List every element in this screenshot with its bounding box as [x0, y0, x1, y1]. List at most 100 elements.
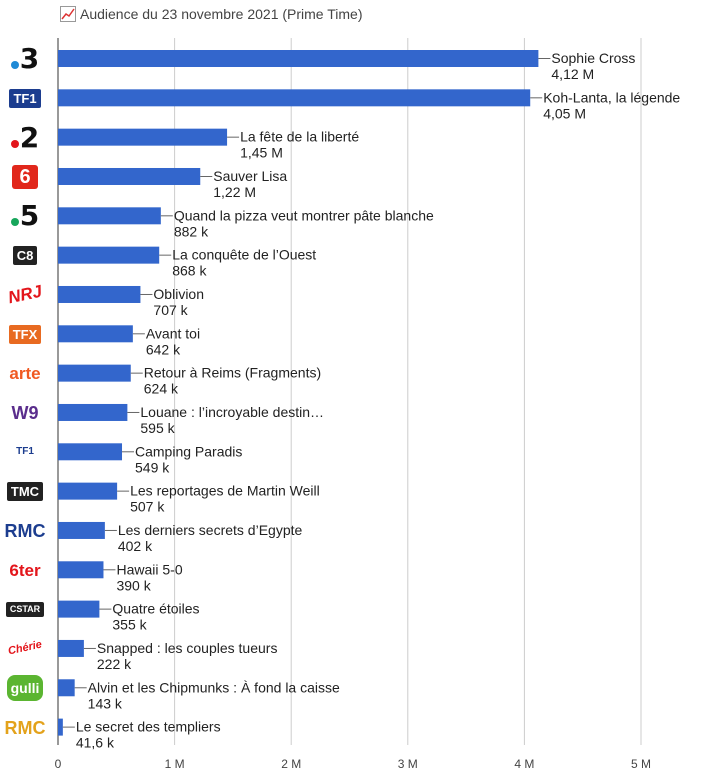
bar [58, 561, 104, 579]
channel-logo-text: 5 [19, 199, 40, 233]
bar-value-label: 642 k [146, 341, 181, 357]
x-tick-label: 4 M [514, 757, 534, 771]
channel-logo: TMC [4, 478, 46, 506]
channel-logo-text: C8 [12, 246, 38, 266]
x-tick-label: 2 M [281, 757, 301, 771]
bar-category-label: Oblivion [153, 286, 204, 302]
bar-value-label: 143 k [88, 695, 123, 711]
bar-category-label: Retour à Reims (Fragments) [144, 365, 321, 381]
bar-category-label: Alvin et les Chipmunks : À fond la caiss… [88, 679, 340, 695]
channel-dot-icon [10, 61, 19, 69]
channel-logo: C8 [4, 242, 46, 270]
bar-category-label: Quand la pizza veut montrer pâte blanche [174, 207, 434, 223]
channel-logo-text: TMC [6, 482, 44, 502]
bar-value-label: 707 k [153, 302, 188, 318]
bar-value-label: 4,12 M [551, 66, 594, 82]
bar-category-label: Sauver Lisa [213, 168, 287, 184]
channel-logo-text: gulli [6, 675, 44, 702]
channel-logo: TFX [4, 320, 46, 348]
bar-category-label: Sophie Cross [551, 50, 635, 66]
bar [58, 403, 128, 421]
channel-logo: 6ter [4, 556, 46, 584]
bar-category-label: Snapped : les couples tueurs [97, 640, 278, 656]
line-chart-icon [60, 6, 76, 22]
bar [58, 718, 63, 736]
channel-dot-icon [10, 139, 19, 148]
channel-logo-text: RMC [4, 717, 46, 738]
bar-value-label: 4,05 M [543, 105, 586, 121]
x-tick-label: 3 M [398, 757, 418, 771]
channel-logo: gulli [4, 674, 46, 702]
bar [58, 482, 118, 500]
channel-logo-text: 6ter [9, 560, 41, 580]
channel-logo-text: TFX [8, 324, 42, 344]
bar-category-label: La fête de la liberté [240, 129, 359, 145]
bar [58, 246, 160, 264]
bar-category-label: Louane : l’incroyable destin… [140, 404, 324, 420]
bar-value-label: 222 k [97, 656, 132, 672]
channel-logo: 5 [4, 202, 46, 230]
channel-logo: 2 [4, 120, 46, 154]
chart-title: Audience du 23 novembre 2021 (Prime Time… [60, 6, 362, 22]
channel-logo: RMC [4, 517, 46, 545]
channel-logo: NRJ [4, 281, 46, 309]
bar-value-label: 595 k [140, 420, 175, 436]
bar-category-label: Koh-Lanta, la légende [543, 89, 680, 105]
bar [58, 50, 539, 67]
bar [58, 285, 141, 303]
channel-logo: CSTAR [4, 596, 46, 624]
bar-value-label: 868 k [172, 263, 207, 279]
bar [58, 521, 105, 539]
bar-value-label: 507 k [130, 499, 165, 515]
channel-logo: arte [4, 360, 46, 388]
bar [58, 325, 133, 343]
bar-category-label: Hawaii 5-0 [116, 561, 182, 577]
channel-logo-text: NRJ [6, 282, 44, 308]
channel-logo: TF1 [4, 84, 46, 112]
channel-logo-text: Chérie [6, 639, 43, 658]
bar-category-label: La conquête de l’Ouest [172, 247, 316, 263]
x-tick-label: 1 M [165, 757, 185, 771]
channel-logo: 3 [4, 45, 46, 73]
chart-title-text: Audience du 23 novembre 2021 (Prime Time… [80, 6, 363, 22]
bar [58, 167, 201, 185]
bar [58, 679, 75, 697]
channel-logo-text: CSTAR [5, 602, 45, 618]
bar-value-label: 390 k [116, 577, 151, 593]
bar-category-label: Les derniers secrets d’Egypte [118, 522, 303, 538]
bar [58, 443, 123, 461]
x-tick-label: 5 M [631, 757, 651, 771]
channel-logo-text: W9 [11, 402, 39, 423]
bar [58, 89, 531, 107]
bar-value-label: 402 k [118, 538, 153, 554]
channel-logo: RMC [4, 714, 46, 742]
channel-logo-text: 2 [19, 120, 40, 154]
bar-value-label: 355 k [112, 617, 147, 633]
bar-value-label: 549 k [135, 459, 170, 475]
channel-logo-text: TF1 [16, 446, 34, 458]
channel-logo-text: RMC [4, 520, 46, 541]
channel-logo: TF1 [4, 438, 46, 466]
channel-dot-icon [10, 218, 19, 227]
channel-logo: 6 [4, 163, 46, 191]
bar [58, 364, 131, 382]
bar-category-label: Camping Paradis [135, 443, 242, 459]
bar-category-label: Le secret des templiers [76, 719, 221, 735]
bar-category-label: Avant toi [146, 325, 200, 341]
channel-logo-text: 3 [19, 42, 40, 75]
channel-logo: W9 [4, 399, 46, 427]
channel-logo-text: TF1 [9, 88, 41, 108]
x-tick-label: 0 [55, 757, 62, 771]
channel-logo: Chérie [4, 635, 46, 663]
bar-value-label: 41,6 k [76, 735, 115, 751]
bar-category-label: Les reportages de Martin Weill [130, 483, 320, 499]
bar [58, 600, 100, 618]
bar [58, 128, 228, 146]
bar-value-label: 1,22 M [213, 184, 256, 200]
bar-value-label: 882 k [174, 223, 209, 239]
bar-value-label: 1,45 M [240, 145, 283, 161]
bar [58, 639, 84, 657]
channel-logo-text: 6 [12, 164, 38, 189]
bar-value-label: 624 k [144, 381, 179, 397]
